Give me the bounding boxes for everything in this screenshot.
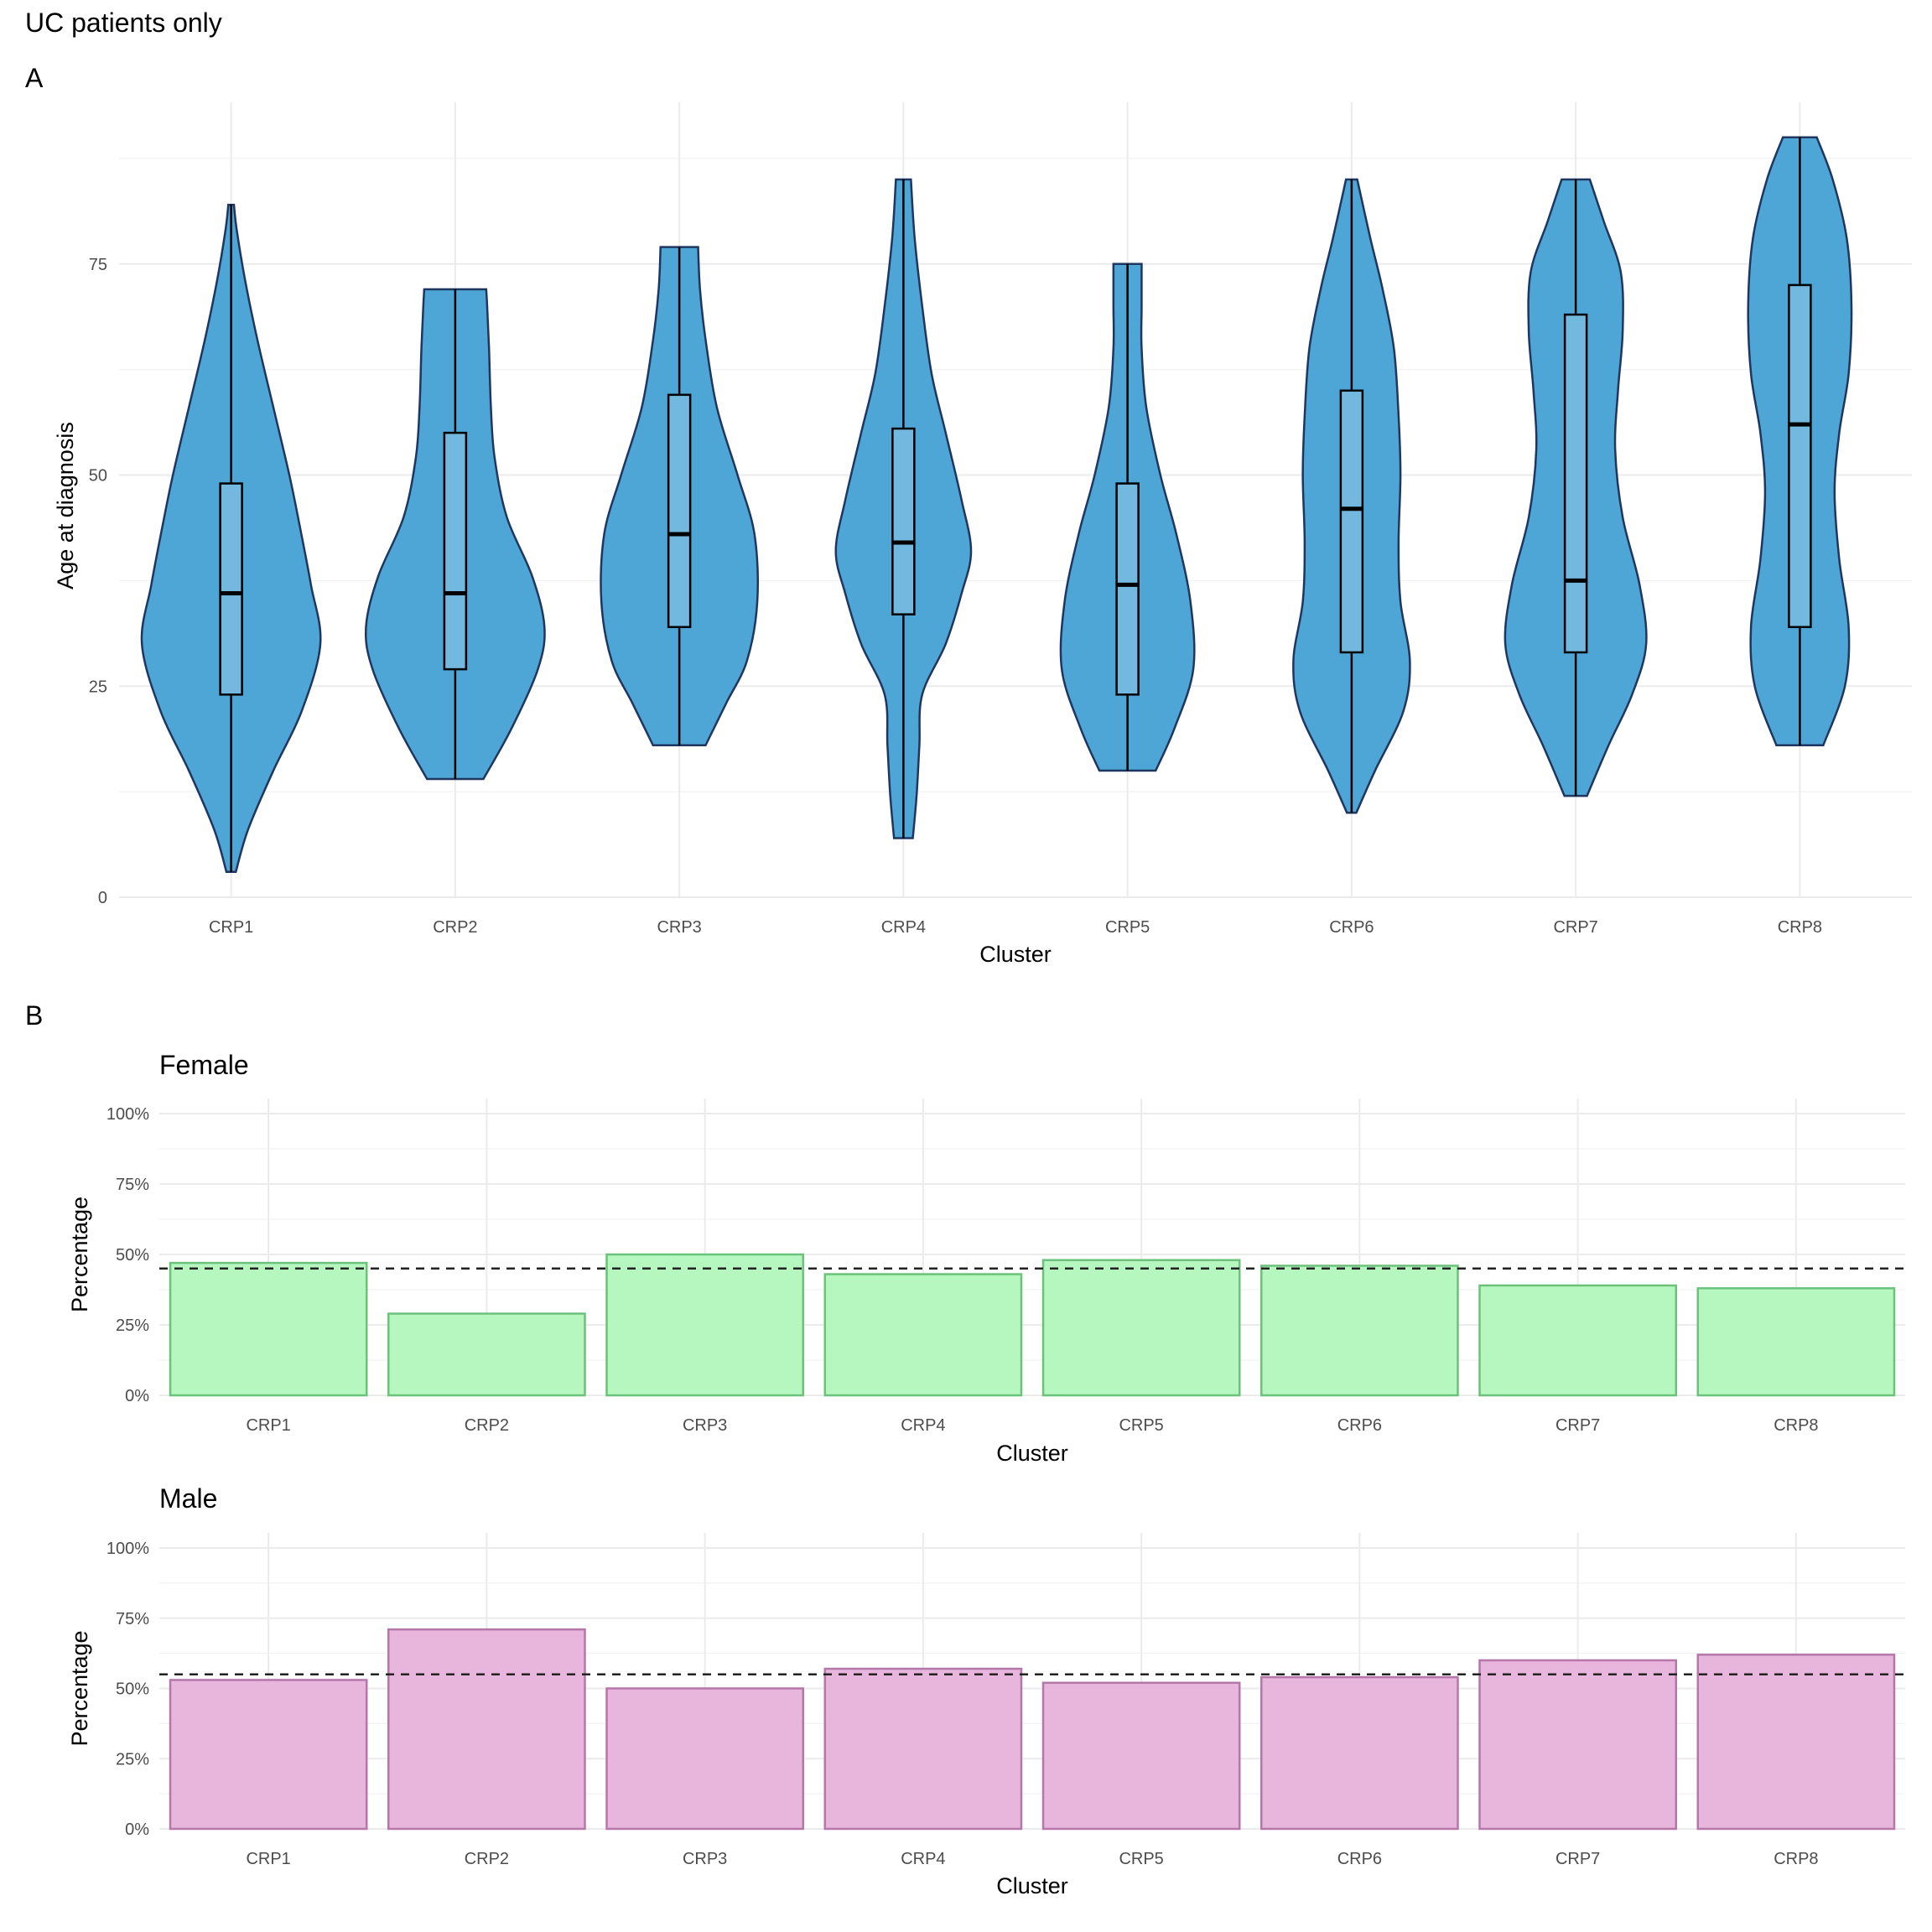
bar-CRP8 xyxy=(1696,1287,1896,1397)
x-tick-label: CRP7 xyxy=(1553,918,1597,937)
x-tick-label: CRP5 xyxy=(1105,918,1150,937)
y-tick-label: 25 xyxy=(89,678,107,696)
x-axis-title: Cluster xyxy=(996,1441,1068,1466)
x-tick-label: CRP4 xyxy=(901,1416,945,1435)
bar-CRP7 xyxy=(1478,1284,1677,1397)
x-tick-label: CRP5 xyxy=(1119,1850,1163,1868)
x-axis-title: Cluster xyxy=(979,942,1052,967)
panel-b-label: B xyxy=(25,1000,43,1031)
box-CRP7 xyxy=(1563,313,1588,654)
x-tick-label: CRP8 xyxy=(1774,1850,1818,1868)
y-tick-label: 0 xyxy=(98,889,107,907)
box-CRP2 xyxy=(443,431,468,671)
box-CRP3 xyxy=(667,393,692,629)
x-tick-label: CRP3 xyxy=(683,1850,727,1868)
x-tick-label: CRP1 xyxy=(246,1850,290,1868)
y-tick-label: 25% xyxy=(116,1317,149,1335)
x-tick-label: CRP3 xyxy=(657,918,701,937)
x-tick-label: CRP8 xyxy=(1774,1416,1818,1435)
y-tick-label: 0% xyxy=(125,1387,149,1405)
y-tick-label: 75 xyxy=(89,256,107,274)
male-bar-chart: Male 0% 25% 50% 75% 100% CRP1 CRP2 CRP3 CRP4 CRP5 C… xyxy=(67,1483,1905,1898)
x-tick-label: CRP2 xyxy=(465,1416,509,1435)
bar-CRP4 xyxy=(823,1667,1023,1831)
y-axis-title: Percentage xyxy=(67,1630,92,1746)
bar-CRP7 xyxy=(1478,1659,1677,1831)
y-tick-label: 50 xyxy=(89,467,107,486)
bar-CRP3 xyxy=(605,1253,804,1397)
figure-title: UC patients only xyxy=(25,8,222,38)
x-tick-label: CRP2 xyxy=(433,918,477,937)
y-tick-label: 50% xyxy=(116,1246,149,1265)
x-tick-label: CRP4 xyxy=(901,1850,945,1868)
bar-CRP8 xyxy=(1696,1654,1896,1831)
box-CRP8 xyxy=(1788,283,1812,629)
bar-CRP1 xyxy=(169,1261,368,1397)
x-tick-label: CRP6 xyxy=(1337,1850,1382,1868)
panel-a-label: A xyxy=(25,63,44,93)
x-tick-label: CRP1 xyxy=(246,1416,290,1435)
x-tick-label: CRP6 xyxy=(1329,918,1374,937)
x-tick-label: CRP2 xyxy=(465,1850,509,1868)
x-tick-label: CRP4 xyxy=(881,918,926,937)
box-CRP5 xyxy=(1115,482,1140,696)
bar-CRP1 xyxy=(169,1679,368,1831)
bar-CRP6 xyxy=(1260,1675,1459,1831)
violin-chart: 0 25 50 75 CRP1 CRP2 CRP3 CRP4 CRP5 CRP6 CRP7 CRP8 C… xyxy=(53,102,1912,967)
bar-CRP2 xyxy=(387,1628,586,1831)
x-tick-label: CRP5 xyxy=(1119,1416,1163,1435)
bar-CRP4 xyxy=(823,1273,1023,1397)
y-tick-label: 100% xyxy=(106,1540,149,1558)
y-tick-label: 0% xyxy=(125,1820,149,1839)
box-CRP1 xyxy=(219,482,243,696)
panel-title: Female xyxy=(159,1050,249,1080)
box-CRP6 xyxy=(1339,389,1364,654)
y-tick-label: 75% xyxy=(116,1176,149,1194)
panel-title: Male xyxy=(159,1483,217,1514)
x-tick-label: CRP7 xyxy=(1555,1850,1600,1868)
x-tick-label: CRP8 xyxy=(1778,918,1822,937)
y-tick-label: 50% xyxy=(116,1680,149,1699)
y-tick-label: 25% xyxy=(116,1750,149,1768)
bar-CRP2 xyxy=(387,1312,586,1397)
x-axis-title: Cluster xyxy=(996,1873,1068,1898)
x-tick-label: CRP6 xyxy=(1337,1416,1382,1435)
x-tick-label: CRP7 xyxy=(1555,1416,1600,1435)
bar-CRP3 xyxy=(605,1687,804,1831)
x-tick-label: CRP1 xyxy=(209,918,253,937)
female-bar-chart: Female 0% 25% 50% 75% 100% CRP1 CRP2 CRP3 CRP4 CRP… xyxy=(67,1050,1905,1466)
y-tick-label: 100% xyxy=(106,1105,149,1124)
bar-CRP6 xyxy=(1260,1265,1459,1397)
box-CRP4 xyxy=(891,427,916,615)
y-axis-title: Percentage xyxy=(67,1197,92,1312)
bar-CRP5 xyxy=(1041,1681,1241,1831)
y-tick-label: 75% xyxy=(116,1610,149,1628)
y-axis-title: Age at diagnosis xyxy=(53,422,78,589)
x-tick-label: CRP3 xyxy=(683,1416,727,1435)
bar-CRP5 xyxy=(1041,1259,1241,1397)
